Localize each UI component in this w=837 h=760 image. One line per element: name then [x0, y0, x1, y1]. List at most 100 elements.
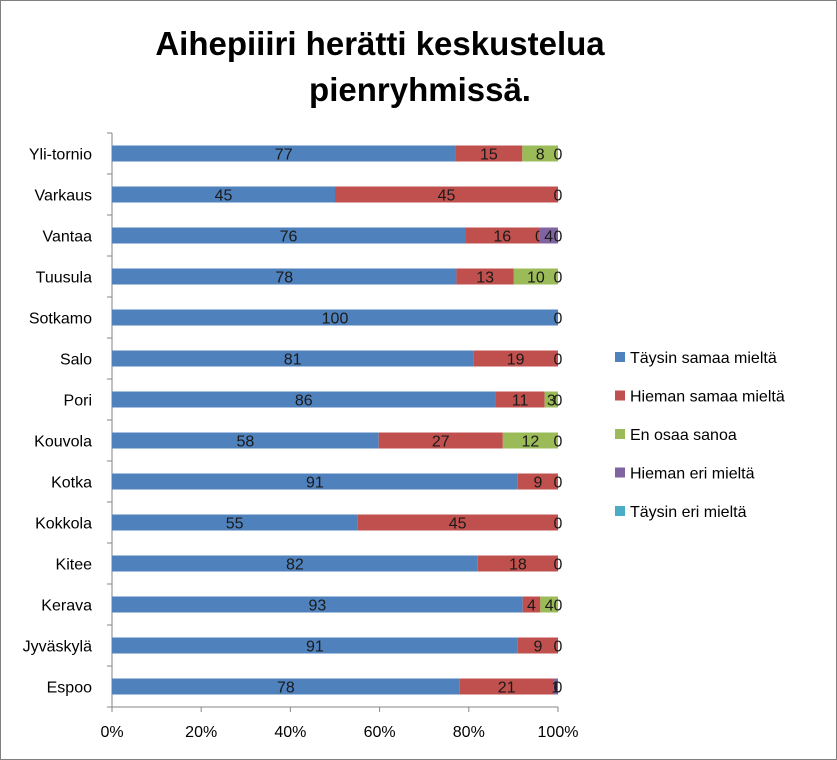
data-label: 19: [507, 352, 525, 369]
bar-segment: [112, 350, 474, 367]
data-label: 91: [306, 639, 324, 656]
x-tick-label: 20%: [185, 724, 217, 741]
bar-segment: [495, 391, 545, 408]
category-label: Espoo: [47, 680, 92, 697]
bar-segment: [544, 391, 558, 408]
bar-segment: [335, 186, 558, 203]
data-label: 11: [512, 393, 529, 410]
bar-segment: [455, 145, 523, 162]
legend-swatch: [615, 352, 625, 362]
legend-label: En osaa sanoa: [630, 427, 737, 444]
data-label: 8: [536, 147, 545, 164]
category-label: Sotkamo: [29, 311, 92, 328]
data-label: 77: [275, 147, 293, 164]
bar-segment: [378, 432, 503, 449]
data-label: 13: [476, 270, 494, 287]
data-label: 45: [215, 188, 233, 205]
legend-swatch: [615, 429, 625, 439]
data-label: 18: [509, 557, 527, 574]
category-label: Kokkola: [35, 516, 92, 533]
data-label: 86: [295, 393, 313, 410]
data-label: 9: [533, 639, 542, 656]
data-label: 45: [438, 188, 456, 205]
legend-label: Hieman samaa mieltä: [630, 389, 785, 406]
bar-segment: [112, 473, 518, 490]
x-tick-label: 80%: [453, 724, 485, 741]
data-label: 4: [544, 229, 553, 246]
data-label: 0: [554, 516, 563, 533]
x-tick-label: 0%: [100, 724, 123, 741]
data-label: 58: [236, 434, 254, 451]
data-label: 0: [554, 188, 563, 205]
data-label: 93: [308, 598, 326, 615]
bar-segment: [112, 678, 460, 695]
category-label: Kotka: [51, 475, 92, 492]
bar-segment: [517, 473, 558, 490]
data-label: 0: [554, 475, 563, 492]
bar-segment: [112, 514, 358, 531]
data-label: 0: [554, 229, 563, 246]
data-label: 3: [547, 393, 556, 410]
bar-segment: [513, 268, 558, 285]
data-label: 4: [527, 598, 536, 615]
bar-segment: [456, 268, 514, 285]
bar-segment: [517, 637, 558, 654]
bar-segment: [473, 350, 558, 367]
data-label: 15: [480, 147, 498, 164]
bar-segment: [465, 227, 540, 244]
bar-segment: [522, 596, 541, 613]
bar-segment: [357, 514, 558, 531]
data-label: 0: [554, 147, 563, 164]
legend-label: Täysin samaa mieltä: [630, 350, 777, 367]
x-tick-label: 100%: [538, 724, 579, 741]
category-label: Varkaus: [34, 188, 92, 205]
data-label: 100: [322, 311, 349, 328]
bar-segment: [112, 227, 466, 244]
bar-segment: [112, 637, 518, 654]
data-label: 45: [449, 516, 467, 533]
bar-segment: [477, 555, 558, 572]
data-label: 76: [280, 229, 298, 246]
bar-segment: [502, 432, 558, 449]
bar-segment: [112, 391, 496, 408]
bar-segment: [112, 432, 379, 449]
chart-title-line-1: Aihepiiiri herätti keskustelua: [155, 25, 605, 62]
data-label: 1: [551, 680, 560, 697]
category-label: Jyväskylä: [23, 639, 92, 656]
category-label: Tuusula: [36, 270, 92, 287]
data-label: 9: [533, 475, 542, 492]
bar-segment: [540, 596, 558, 613]
data-label: 21: [498, 680, 516, 697]
data-label: 0: [554, 434, 563, 451]
data-label: 91: [306, 475, 324, 492]
data-label: 0: [554, 598, 563, 615]
chart-title-line-2: pienryhmissä.: [309, 71, 531, 108]
bar-segment: [112, 186, 335, 203]
data-label: 4: [545, 598, 554, 615]
data-label: 0: [554, 680, 563, 697]
bar-segment: [553, 678, 558, 695]
category-label: Vantaa: [42, 229, 92, 246]
data-label: 0: [554, 311, 563, 328]
bar-segment: [112, 145, 456, 162]
bar-segment: [112, 596, 523, 613]
legend-label: Täysin eri mieltä: [630, 504, 747, 521]
data-label: 0: [554, 639, 563, 656]
data-label: 78: [277, 680, 295, 697]
category-label: Yli-tornio: [29, 147, 92, 164]
data-label: 81: [284, 352, 302, 369]
category-label: Kerava: [41, 598, 92, 615]
legend-swatch: [615, 467, 625, 478]
bar-segment: [112, 555, 478, 572]
bar-segment: [539, 227, 558, 244]
data-label: 0: [554, 557, 563, 574]
category-label: Salo: [60, 352, 92, 369]
category-label: Kouvola: [34, 434, 92, 451]
data-label: 0: [554, 270, 563, 287]
category-label: Pori: [64, 393, 92, 410]
data-label: 82: [286, 557, 304, 574]
data-label: 12: [522, 434, 540, 451]
bar-segment: [112, 268, 457, 285]
